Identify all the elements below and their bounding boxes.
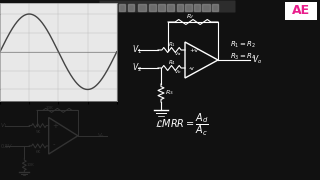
Bar xyxy=(128,4,134,11)
Bar xyxy=(108,4,116,11)
Text: +v: +v xyxy=(189,48,198,53)
Bar xyxy=(185,4,192,11)
Bar xyxy=(202,4,210,11)
Bar xyxy=(138,4,146,11)
Text: 6K: 6K xyxy=(36,150,41,154)
FancyBboxPatch shape xyxy=(285,2,317,20)
Text: -: - xyxy=(52,141,55,147)
Text: $R_3$: $R_3$ xyxy=(165,89,174,97)
Text: 10K: 10K xyxy=(26,163,34,167)
Text: $\mathcal{L}MRR = \dfrac{A_d}{A_c}$: $\mathcal{L}MRR = \dfrac{A_d}{A_c}$ xyxy=(155,112,209,138)
Text: -v: -v xyxy=(189,66,195,71)
Text: $R_4$: $R_4$ xyxy=(168,58,176,68)
FancyBboxPatch shape xyxy=(100,1,236,12)
Bar xyxy=(167,4,174,11)
Bar xyxy=(177,4,183,11)
Text: $v_b$: $v_b$ xyxy=(174,68,181,76)
Text: +: + xyxy=(52,123,59,129)
Text: $R_3=R_4$: $R_3=R_4$ xyxy=(230,52,257,62)
Bar xyxy=(212,4,218,11)
Text: $0.5V$: $0.5V$ xyxy=(0,142,13,150)
Text: $R_1=R_2$: $R_1=R_2$ xyxy=(230,40,256,50)
Bar xyxy=(194,4,200,11)
Text: $R_f$: $R_f$ xyxy=(186,13,194,21)
Text: 5K: 5K xyxy=(36,130,41,134)
Text: $V_2$: $V_2$ xyxy=(132,62,142,74)
Text: AE: AE xyxy=(292,4,310,17)
Bar xyxy=(119,4,125,11)
Text: $R_1$: $R_1$ xyxy=(168,40,176,50)
Text: $V_o$: $V_o$ xyxy=(97,131,105,140)
Bar xyxy=(158,4,165,11)
Text: $V_1$: $V_1$ xyxy=(132,44,142,56)
Text: $V_1$: $V_1$ xyxy=(0,121,8,130)
Text: 10K: 10K xyxy=(46,106,53,110)
Bar xyxy=(149,4,156,11)
Text: $v_a$: $v_a$ xyxy=(174,50,181,58)
Text: $V_o$: $V_o$ xyxy=(252,54,262,66)
